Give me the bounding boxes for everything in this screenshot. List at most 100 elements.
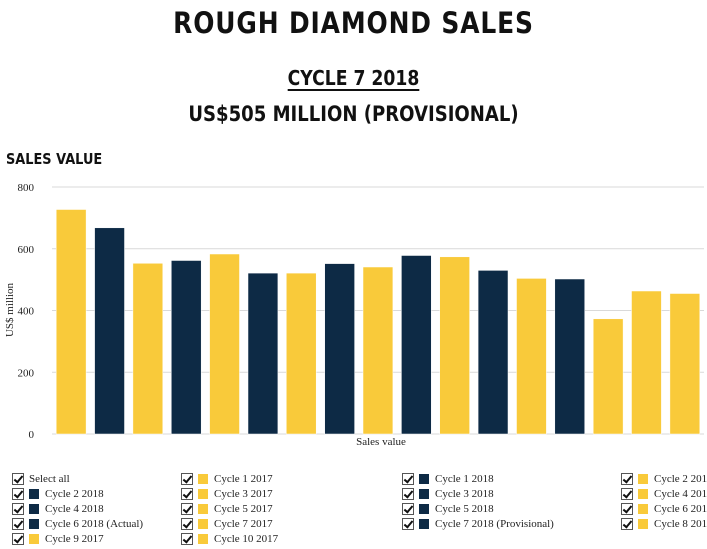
legend-item-cycle-10-2017[interactable]: Cycle 10 2017	[181, 533, 278, 545]
legend: Select all Cycle 1 2017 Cycle 1 2018 Cycle …	[0, 470, 707, 549]
checkbox-checked-icon[interactable]	[181, 503, 193, 515]
y-tick-label: 400	[18, 306, 35, 318]
legend-label: Select all	[29, 473, 70, 485]
bar-cycle-5-2017[interactable]	[362, 266, 394, 435]
bar-cycle-7-2018-provisional[interactable]	[554, 278, 585, 435]
checkbox-checked-icon[interactable]	[402, 488, 414, 500]
legend-swatch	[638, 519, 648, 529]
legend-label: Cycle 3 2018	[435, 488, 494, 500]
bar-cycle-9-2017[interactable]	[631, 290, 662, 435]
checkbox-checked-icon[interactable]	[621, 503, 633, 515]
x-axis-label: Sales value	[356, 436, 406, 448]
legend-label: Cycle 6 2017	[654, 503, 707, 515]
legend-label: Cycle 10 2017	[214, 533, 279, 545]
bar-cycle-4-2018[interactable]	[324, 263, 355, 435]
y-tick-label: 200	[18, 367, 35, 379]
legend-label: Cycle 5 2017	[214, 503, 273, 515]
checkbox-checked-icon[interactable]	[402, 503, 414, 515]
legend-swatch	[419, 489, 429, 499]
checkbox-checked-icon[interactable]	[12, 533, 24, 545]
legend-swatch	[198, 519, 208, 529]
bar-cycle-2-2017[interactable]	[132, 263, 164, 435]
checkbox-checked-icon[interactable]	[181, 518, 193, 530]
bar-cycle-3-2017[interactable]	[209, 253, 240, 435]
legend-swatch	[198, 474, 208, 484]
legend-label: Cycle 1 2018	[435, 473, 494, 485]
legend-label: Cycle 2 2018	[45, 488, 104, 500]
legend-swatch	[638, 489, 648, 499]
bar-cycle-4-2017[interactable]	[286, 272, 317, 435]
legend-label: Cycle 5 2018	[435, 503, 494, 515]
legend-swatch	[29, 534, 39, 544]
legend-item-cycle-9-2017[interactable]: Cycle 9 2017	[12, 533, 104, 545]
checkbox-checked-icon[interactable]	[12, 503, 24, 515]
legend-item-cycle-6-2018-actual[interactable]: Cycle 6 2018 (Actual)	[12, 518, 143, 530]
legend-swatch	[29, 519, 39, 529]
y-tick-label: 600	[18, 244, 35, 256]
legend-item-cycle-7-2018-provisional[interactable]: Cycle 7 2018 (Provisional)	[402, 518, 554, 530]
legend-item-cycle-8-2017[interactable]: Cycle 8 2017	[621, 518, 707, 530]
legend-item-cycle-6-2017[interactable]: Cycle 6 2017	[621, 503, 707, 515]
cycle-heading-text: CYCLE 7 2018	[287, 66, 420, 90]
legend-label: Cycle 8 2017	[654, 518, 707, 530]
bar-cycle-6-2018-actual[interactable]	[477, 270, 509, 435]
legend-swatch	[419, 504, 429, 514]
legend-item-cycle-1-2018[interactable]: Cycle 1 2018	[402, 473, 494, 485]
legend-item-cycle-5-2018[interactable]: Cycle 5 2018	[402, 503, 494, 515]
bar-cycle-3-2018[interactable]	[247, 272, 279, 435]
checkbox-checked-icon[interactable]	[181, 533, 193, 545]
legend-swatch	[419, 474, 429, 484]
legend-label: Cycle 7 2018 (Provisional)	[435, 518, 554, 530]
bar-cycle-6-2017[interactable]	[439, 256, 470, 435]
legend-item-cycle-3-2017[interactable]: Cycle 3 2017	[181, 488, 273, 500]
y-tick-labels: 0 200 400 600 800	[18, 182, 35, 441]
checkbox-checked-icon[interactable]	[402, 473, 414, 485]
legend-label: Cycle 9 2017	[45, 533, 104, 545]
legend-item-cycle-7-2017[interactable]: Cycle 7 2017	[181, 518, 273, 530]
legend-swatch	[29, 504, 39, 514]
page-title: ROUGH DIAMOND SALES	[173, 6, 534, 40]
y-tick-label: 800	[18, 182, 35, 194]
legend-label: Cycle 7 2017	[214, 518, 273, 530]
legend-label: Cycle 2 2017	[654, 473, 707, 485]
legend-label: Cycle 6 2018 (Actual)	[45, 518, 144, 530]
legend-label: Cycle 1 2017	[214, 473, 273, 485]
legend-item-cycle-3-2018[interactable]: Cycle 3 2018	[402, 488, 494, 500]
legend-item-cycle-2-2018[interactable]: Cycle 2 2018	[12, 488, 104, 500]
checkbox-checked-icon[interactable]	[12, 518, 24, 530]
bar-cycle-1-2018[interactable]	[94, 227, 125, 435]
legend-item-cycle-4-2018[interactable]: Cycle 4 2018	[12, 503, 104, 515]
y-axis-label: US$ million	[4, 282, 16, 337]
legend-item-select-all[interactable]: Select all	[12, 473, 70, 485]
bar-cycle-10-2017[interactable]	[669, 293, 701, 435]
checkbox-checked-icon[interactable]	[181, 488, 193, 500]
section-title: SALES VALUE	[6, 150, 103, 168]
checkbox-checked-icon[interactable]	[402, 518, 414, 530]
bar-cycle-8-2017[interactable]	[592, 318, 624, 435]
checkbox-checked-icon[interactable]	[12, 473, 24, 485]
legend-swatch	[29, 489, 39, 499]
y-tick-label: 0	[29, 429, 35, 441]
legend-item-cycle-2-2017[interactable]: Cycle 2 2017	[621, 473, 707, 485]
bars	[55, 209, 701, 435]
checkbox-checked-icon[interactable]	[621, 488, 633, 500]
legend-item-cycle-4-2017[interactable]: Cycle 4 2017	[621, 488, 707, 500]
checkbox-checked-icon[interactable]	[181, 473, 193, 485]
legend-swatch	[198, 489, 208, 499]
cycle-heading: CYCLE 7 2018	[49, 66, 657, 90]
legend-label: Cycle 4 2017	[654, 488, 707, 500]
legend-swatch	[419, 519, 429, 529]
checkbox-checked-icon[interactable]	[621, 473, 633, 485]
sales-bar-chart: 0 200 400 600 800 US$ million Sales value	[4, 182, 704, 448]
bar-cycle-5-2018[interactable]	[401, 255, 432, 435]
legend-item-cycle-5-2017[interactable]: Cycle 5 2017	[181, 503, 273, 515]
sales-subtitle: US$505 MILLION (PROVISIONAL)	[188, 102, 519, 126]
checkbox-checked-icon[interactable]	[621, 518, 633, 530]
bar-cycle-2-2018[interactable]	[171, 260, 202, 435]
bar-cycle-1-2017[interactable]	[55, 209, 87, 435]
legend-swatch	[198, 504, 208, 514]
legend-item-cycle-1-2017[interactable]: Cycle 1 2017	[181, 473, 273, 485]
bar-cycle-7-2017[interactable]	[516, 278, 547, 435]
legend-swatch	[198, 534, 208, 544]
checkbox-checked-icon[interactable]	[12, 488, 24, 500]
